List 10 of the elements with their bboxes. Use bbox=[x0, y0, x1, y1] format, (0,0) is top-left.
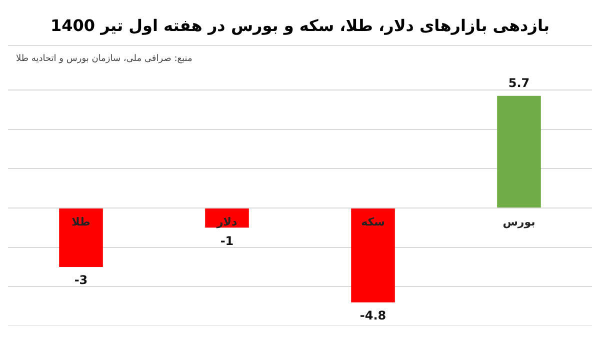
x-tick-label: بورس bbox=[502, 215, 536, 228]
data-label: -3 bbox=[74, 273, 88, 288]
x-tick-label: سکه bbox=[361, 215, 385, 228]
data-label: -1 bbox=[220, 234, 234, 248]
data-label: 5.7 bbox=[508, 76, 530, 90]
x-tick-label: طلا bbox=[72, 215, 90, 228]
chart-title: بازدهی بازارهای دلار، طلا، سکه و بورس در هفته اول تیر 1400 bbox=[8, 8, 592, 46]
data-label: -4.8 bbox=[360, 308, 386, 323]
x-tick-label: دلار bbox=[216, 215, 238, 228]
text: منبع: صرافی ملی، سازمان بورس و اتحادیه طلا bbox=[15, 53, 194, 64]
